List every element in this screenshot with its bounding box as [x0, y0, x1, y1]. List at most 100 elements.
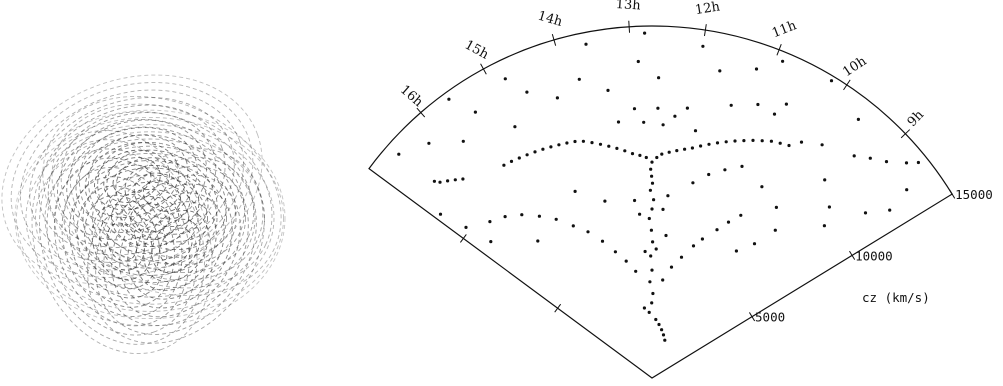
galaxy-point — [868, 156, 872, 160]
galaxy-point — [691, 181, 695, 185]
dashed-ellipse-ring — [111, 188, 189, 248]
galaxy-point — [856, 117, 861, 121]
galaxy-point — [624, 259, 628, 263]
dashed-ellipse-ring — [60, 111, 264, 281]
galaxy-point — [644, 155, 648, 160]
galaxy-point — [517, 156, 521, 160]
ra-tick-label: 12h — [694, 0, 722, 18]
galaxy-point — [636, 59, 640, 64]
dashed-ellipse-ring — [44, 138, 256, 298]
galaxy-point — [573, 189, 577, 193]
galaxy-point — [649, 254, 653, 258]
ra-tick-label: 15h — [462, 38, 492, 63]
galaxy-point — [533, 150, 537, 154]
cz-tick-label: 5000 — [755, 310, 785, 325]
dashed-ellipse-ring — [19, 89, 245, 271]
ra-tick-mark — [551, 34, 557, 46]
dashed-ellipse-ring — [101, 181, 199, 255]
galaxy-point — [630, 152, 635, 156]
galaxy-point — [642, 306, 647, 310]
dashed-ellipse-ring — [91, 204, 153, 280]
dashed-ellipse-ring — [106, 222, 138, 262]
right-redshift-wedge: 9h 10h 11h 12h 13h 14h 15h 16h 5000 10000 15000 c… — [368, 0, 993, 379]
galaxy-point — [852, 154, 856, 158]
galaxy-point — [509, 159, 514, 163]
ra-tick-label: 9h — [905, 107, 928, 130]
galaxy-point — [461, 139, 465, 143]
dashed-ellipse-ring — [97, 141, 227, 251]
ra-tick-mark — [776, 43, 782, 56]
galaxy-point — [461, 177, 465, 181]
dashed-ellipse-ring — [73, 160, 227, 276]
galaxy-point — [772, 112, 777, 116]
galaxy-point — [667, 150, 671, 154]
galaxy-point — [661, 278, 665, 282]
galaxy-point — [724, 140, 728, 144]
galaxy-point — [432, 179, 436, 183]
ra-tick-mark — [900, 129, 911, 139]
galaxy-point — [781, 59, 785, 63]
galaxy-point — [632, 107, 637, 111]
galaxy-point — [623, 149, 627, 153]
galaxy-point — [489, 240, 493, 244]
galaxy-point — [590, 141, 594, 145]
galaxy-point — [916, 160, 921, 165]
galaxy-point — [649, 228, 654, 232]
dashed-ellipse-ring — [159, 227, 193, 265]
galaxy-point — [427, 141, 431, 145]
galaxy-point — [774, 205, 779, 209]
galaxy-point — [649, 167, 653, 171]
galaxy-point — [752, 242, 757, 246]
dashed-ellipse-ring — [42, 95, 282, 297]
galaxy-point — [616, 120, 621, 124]
galaxy-point — [633, 198, 637, 203]
galaxy-point — [742, 139, 746, 143]
galaxy-point — [661, 207, 665, 211]
dashed-ellipse-ring — [47, 112, 217, 248]
galaxy-point — [648, 280, 652, 284]
dashed-ellipse-ring — [88, 134, 236, 258]
galaxy-point — [657, 322, 661, 327]
cz-tick-label: 10000 — [855, 248, 893, 263]
galaxy-point — [700, 237, 705, 241]
galaxy-point — [650, 268, 654, 272]
dashed-ellipse-ring — [103, 157, 161, 203]
dashed-ellipse-ring — [57, 119, 207, 241]
galaxy-point — [647, 310, 651, 314]
dashed-ellipse-ring — [29, 97, 235, 263]
dashed-ellipse-ring — [112, 164, 152, 196]
dashed-ellipse-ring — [63, 152, 237, 284]
dashed-ellipse-ring — [39, 139, 205, 345]
galaxy-point — [740, 164, 744, 168]
galaxy-point — [888, 208, 892, 212]
galaxy-point — [884, 160, 889, 164]
dashed-ellipse-ring — [87, 148, 265, 344]
dashed-ellipse-ring — [94, 149, 170, 211]
galaxy-point — [756, 102, 760, 107]
galaxy-point — [438, 212, 443, 216]
galaxy-point — [751, 138, 755, 142]
galaxy-point — [651, 291, 655, 296]
galaxy-point — [643, 249, 647, 254]
ra-ticks: 9h 10h 11h 12h 13h 14h 15h 16h — [397, 0, 928, 139]
galaxy-point — [650, 160, 654, 164]
galaxy-point — [453, 178, 457, 182]
galaxy-point — [650, 207, 654, 211]
galaxy-point — [760, 139, 764, 143]
dashed-ellipse-ring — [14, 109, 286, 327]
galaxy-point — [904, 161, 909, 165]
galaxy-point — [586, 230, 590, 234]
galaxy-point — [648, 188, 653, 192]
galaxy-point — [693, 129, 698, 133]
galaxy-point — [822, 224, 827, 228]
galaxy-point — [707, 142, 711, 146]
galaxy-point — [715, 228, 719, 232]
galaxy-point — [654, 317, 658, 322]
dashed-ellipse-ring — [78, 126, 246, 266]
galaxy-point — [615, 146, 619, 150]
cz-tick-label: 15000 — [955, 187, 993, 202]
galaxy-point — [656, 106, 660, 110]
galaxy-point — [661, 333, 666, 337]
dashed-ellipse-ring — [25, 124, 275, 312]
galaxy-point — [739, 213, 743, 217]
